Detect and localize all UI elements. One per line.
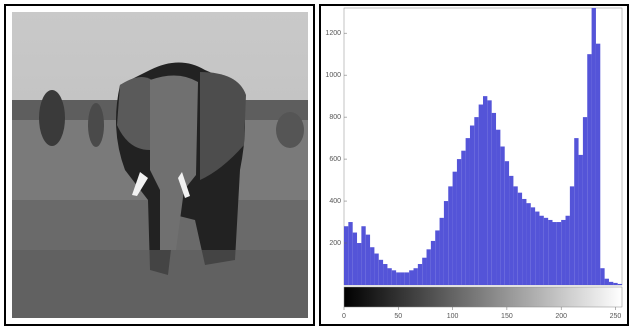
bar (618, 284, 622, 285)
bar (544, 218, 548, 285)
y-tick-label: 200 (329, 240, 341, 247)
bar (444, 201, 448, 285)
bar (609, 282, 613, 285)
bar (348, 222, 352, 285)
bar (400, 272, 404, 285)
bar (579, 155, 583, 285)
bar (505, 161, 509, 285)
bar (466, 138, 470, 285)
bar (526, 203, 530, 285)
bar (357, 243, 361, 285)
bar (592, 8, 596, 285)
x-tick-label: 200 (555, 313, 567, 320)
bar (370, 247, 374, 285)
bar (492, 113, 496, 285)
bar (457, 159, 461, 285)
bar (405, 272, 409, 285)
gray-scale-bar (344, 287, 622, 307)
bar (518, 193, 522, 285)
bar (344, 226, 348, 285)
bar (474, 117, 478, 285)
page: {"chart_data": {"type": "histogram", "bi… (0, 0, 630, 328)
figure: 200 400 600 800 1000 1200 0 50 100 150 200 250 (0, 0, 630, 328)
bar (500, 147, 504, 286)
bar (453, 172, 457, 285)
bar (435, 230, 439, 285)
x-tick-label: 0 (342, 313, 346, 320)
bar (531, 207, 535, 285)
y-tick-label: 600 (329, 156, 341, 163)
bar (379, 260, 383, 285)
bar (566, 216, 570, 285)
bar (522, 199, 526, 285)
bar (487, 100, 491, 285)
y-tick-label: 800 (329, 114, 341, 121)
bar (392, 270, 396, 285)
bar (600, 268, 604, 285)
bar (366, 235, 370, 285)
x-tick-label: 100 (447, 313, 459, 320)
bar (383, 264, 387, 285)
bar (440, 218, 444, 285)
y-tick-label: 1200 (325, 30, 341, 37)
bar (548, 220, 552, 285)
bar (422, 258, 426, 285)
bar (513, 186, 517, 285)
bar (418, 264, 422, 285)
y-tick-label: 400 (329, 198, 341, 205)
bar (396, 272, 400, 285)
bar (374, 254, 378, 285)
bar (353, 233, 357, 285)
bar (557, 222, 561, 285)
bar (561, 220, 565, 285)
bar (414, 268, 418, 285)
bar (409, 270, 413, 285)
bar (583, 117, 587, 285)
bar (605, 279, 609, 285)
bar (479, 105, 483, 285)
bar (361, 226, 365, 285)
bar (431, 241, 435, 285)
bar (553, 222, 557, 285)
bar (613, 283, 617, 285)
bar (448, 186, 452, 285)
bar (574, 138, 578, 285)
y-tick-label: 1000 (325, 72, 341, 79)
bar (509, 176, 513, 285)
x-tick-label: 250 (610, 313, 622, 320)
bar (470, 126, 474, 285)
x-tick-label: 150 (501, 313, 513, 320)
bar (539, 216, 543, 285)
bar (496, 130, 500, 285)
bar (483, 96, 487, 285)
bar (427, 249, 431, 285)
bar (570, 186, 574, 285)
photo (5, 5, 314, 325)
x-tick-label: 50 (394, 313, 402, 320)
bar (596, 44, 600, 285)
bar (461, 151, 465, 285)
bar (535, 212, 539, 285)
bar (587, 54, 591, 285)
bar (387, 268, 391, 285)
